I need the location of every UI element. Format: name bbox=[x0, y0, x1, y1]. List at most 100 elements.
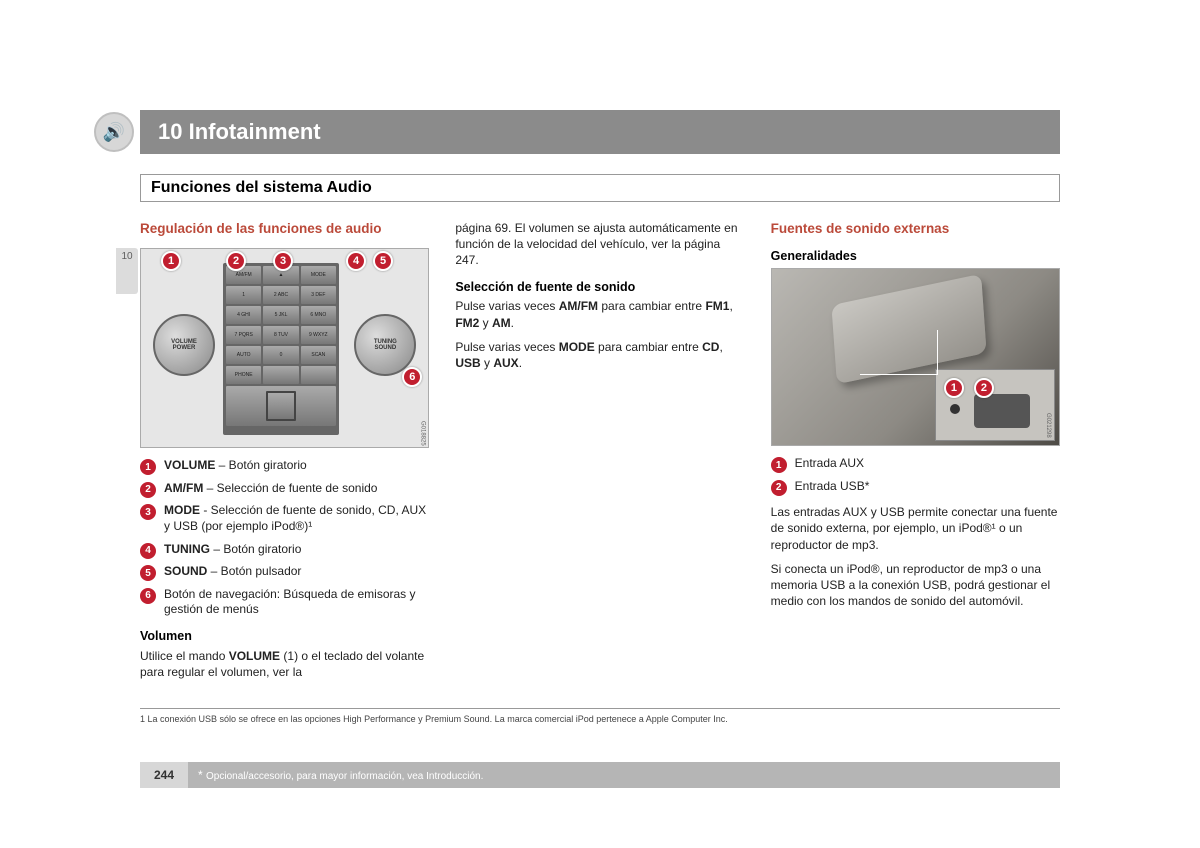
term: USB bbox=[455, 356, 480, 370]
text: , bbox=[719, 340, 722, 354]
knob-sublabel: POWER bbox=[173, 345, 196, 352]
desc: – Botón giratorio bbox=[210, 542, 301, 556]
legend-list-2: 1 Entrada AUX 2 Entrada USB* bbox=[771, 456, 1060, 494]
key: 9 WXYZ bbox=[301, 326, 336, 344]
key: 1 bbox=[226, 286, 261, 304]
list-item: 4TUNING – Botón giratorio bbox=[140, 542, 429, 558]
paragraph: Si conecta un iPod®, un reproductor de m… bbox=[771, 561, 1060, 610]
key bbox=[263, 366, 298, 384]
desc: – Botón giratorio bbox=[215, 458, 306, 472]
callout-1: 1 bbox=[161, 251, 181, 271]
paragraph: Pulse varias veces AM/FM para cambiar en… bbox=[455, 298, 744, 330]
key: AUTO bbox=[226, 346, 261, 364]
desc: Entrada AUX bbox=[795, 456, 864, 470]
badge-icon: 4 bbox=[140, 543, 156, 559]
col3-heading: Fuentes de sonido externas bbox=[771, 220, 1060, 238]
list-item: 1VOLUME – Botón giratorio bbox=[140, 458, 429, 474]
list-item: 3MODE - Selección de fuente de sonido, C… bbox=[140, 503, 429, 534]
footnote: 1 La conexión USB sólo se ofrece en las … bbox=[140, 708, 1060, 724]
callout-6: 6 bbox=[402, 367, 422, 387]
knob-label: VOLUME bbox=[171, 339, 197, 346]
key: 2 ABC bbox=[263, 286, 298, 304]
desc: – Botón pulsador bbox=[207, 564, 301, 578]
list-item: 6Botón de navegación: Búsqueda de emisor… bbox=[140, 587, 429, 618]
sub-heading: Generalidades bbox=[771, 248, 1060, 265]
key: 4 GHI bbox=[226, 306, 261, 324]
chapter-header: 🔊 10 Infotainment bbox=[140, 110, 1060, 154]
list-item: 5 SOUND – Botón pulsador bbox=[140, 564, 429, 580]
text: y bbox=[481, 356, 494, 370]
desc: Entrada USB* bbox=[795, 479, 870, 493]
key: 0 bbox=[263, 346, 298, 364]
col1-heading: Regulación de las funciones de audio bbox=[140, 220, 429, 238]
usb-slot-icon bbox=[974, 394, 1030, 428]
page-footer: 244 * Opcional/accesorio, para mayor inf… bbox=[140, 762, 1060, 788]
term: FM2 bbox=[455, 316, 479, 330]
zoom-lines bbox=[860, 330, 938, 375]
figure-inset: 1 2 G021298 bbox=[935, 369, 1055, 441]
chapter-name: Infotainment bbox=[189, 119, 321, 144]
paragraph: Las entradas AUX y USB permite conectar … bbox=[771, 504, 1060, 553]
speaker-icon: 🔊 bbox=[103, 122, 125, 143]
list-item: 2 AM/FM – Selección de fuente de sonido bbox=[140, 481, 429, 497]
term: AM/FM bbox=[164, 481, 203, 495]
figure-external-sources: 1 2 G021298 bbox=[771, 268, 1060, 446]
volume-knob: VOLUME POWER bbox=[153, 314, 215, 376]
keypad: AM/FM▲MODE 12 ABC3 DEF 4 GHI5 JKL6 MNO 7… bbox=[223, 263, 339, 435]
asterisk-icon: * bbox=[198, 768, 206, 782]
footer-note: Opcional/accesorio, para mayor informaci… bbox=[206, 771, 483, 782]
figure-code: G018825 bbox=[418, 421, 426, 446]
manual-page: 10 🔊 10 Infotainment Funciones del siste… bbox=[0, 0, 1200, 848]
text: Pulse varias veces bbox=[455, 340, 558, 354]
term: MODE bbox=[164, 503, 200, 517]
text: para cambiar entre bbox=[595, 340, 702, 354]
key bbox=[301, 366, 336, 384]
text: . bbox=[519, 356, 522, 370]
key: 3 DEF bbox=[301, 286, 336, 304]
desc: Botón de navegación: Búsqueda de emisora… bbox=[164, 587, 416, 617]
text: para cambiar entre bbox=[598, 299, 705, 313]
sub-heading: Volumen bbox=[140, 628, 429, 645]
sub-heading: Selección de fuente de sonido bbox=[455, 279, 744, 296]
text: . bbox=[511, 316, 514, 330]
chapter-title-bar: 10 Infotainment bbox=[140, 110, 1060, 154]
key: 5 JKL bbox=[263, 306, 298, 324]
nav-pad bbox=[226, 386, 336, 426]
badge-icon: 1 bbox=[771, 457, 787, 473]
badge-icon: 2 bbox=[140, 482, 156, 498]
chapter-number: 10 bbox=[158, 119, 182, 144]
knob-sublabel: SOUND bbox=[374, 345, 396, 352]
callout-4: 4 bbox=[346, 251, 366, 271]
text: Utilice el mando bbox=[140, 649, 229, 663]
desc: – Selección de fuente de sonido bbox=[203, 481, 377, 495]
term: AUX bbox=[493, 356, 518, 370]
section-header: Funciones del sistema Audio bbox=[140, 174, 1060, 202]
chapter-icon: 🔊 bbox=[94, 112, 134, 152]
list-item: 2 Entrada USB* bbox=[771, 479, 1060, 495]
term: AM/FM bbox=[559, 299, 598, 313]
paragraph: página 69. El volumen se ajusta automáti… bbox=[455, 220, 744, 269]
term: CD bbox=[702, 340, 719, 354]
key: PHONE bbox=[226, 366, 261, 384]
knob-label: TUNING bbox=[374, 339, 397, 346]
badge-icon: 5 bbox=[140, 565, 156, 581]
key: MODE bbox=[301, 266, 336, 284]
term: SOUND bbox=[164, 564, 207, 578]
term: VOLUME bbox=[229, 649, 280, 663]
content-columns: Regulación de las funciones de audio VOL… bbox=[140, 220, 1060, 688]
term: MODE bbox=[559, 340, 595, 354]
list-item: 1 Entrada AUX bbox=[771, 456, 1060, 472]
footer-text: * Opcional/accesorio, para mayor informa… bbox=[188, 768, 483, 782]
paragraph: Pulse varias veces MODE para cambiar ent… bbox=[455, 339, 744, 371]
chapter-tab-label: 10 bbox=[121, 251, 132, 262]
key: 7 PQRS bbox=[226, 326, 261, 344]
desc: - Selección de fuente de sonido, CD, AUX… bbox=[164, 503, 426, 533]
column-1: Regulación de las funciones de audio VOL… bbox=[140, 220, 429, 688]
legend-list-1: 1VOLUME – Botón giratorio 2 AM/FM – Selec… bbox=[140, 458, 429, 618]
nav-circle bbox=[266, 391, 296, 421]
text: y bbox=[479, 316, 492, 330]
column-2: página 69. El volumen se ajusta automáti… bbox=[455, 220, 744, 688]
text: Pulse varias veces bbox=[455, 299, 558, 313]
term: AM bbox=[492, 316, 511, 330]
badge-icon: 2 bbox=[771, 480, 787, 496]
